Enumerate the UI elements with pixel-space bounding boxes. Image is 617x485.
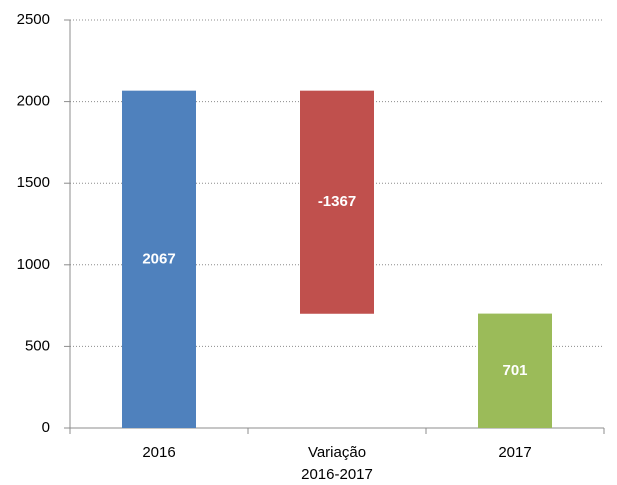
- x-tick-label: 2017: [498, 444, 531, 461]
- data-label: -1367: [318, 193, 356, 210]
- y-tick-label: 0: [42, 419, 50, 436]
- y-tick-label: 500: [25, 337, 50, 354]
- bar: [122, 90, 196, 429]
- y-tick-label: 1000: [17, 256, 50, 273]
- x-tick-label: 2016: [142, 444, 175, 461]
- bar: [478, 313, 552, 428]
- data-label: 2067: [142, 250, 175, 267]
- bar: [300, 90, 374, 314]
- x-tick-label: Variação 2016-2017: [301, 444, 373, 483]
- y-tick-label: 1500: [17, 174, 50, 191]
- y-tick-label: 2000: [17, 93, 50, 110]
- data-label: 701: [502, 362, 527, 379]
- y-tick-label: 2500: [17, 11, 50, 28]
